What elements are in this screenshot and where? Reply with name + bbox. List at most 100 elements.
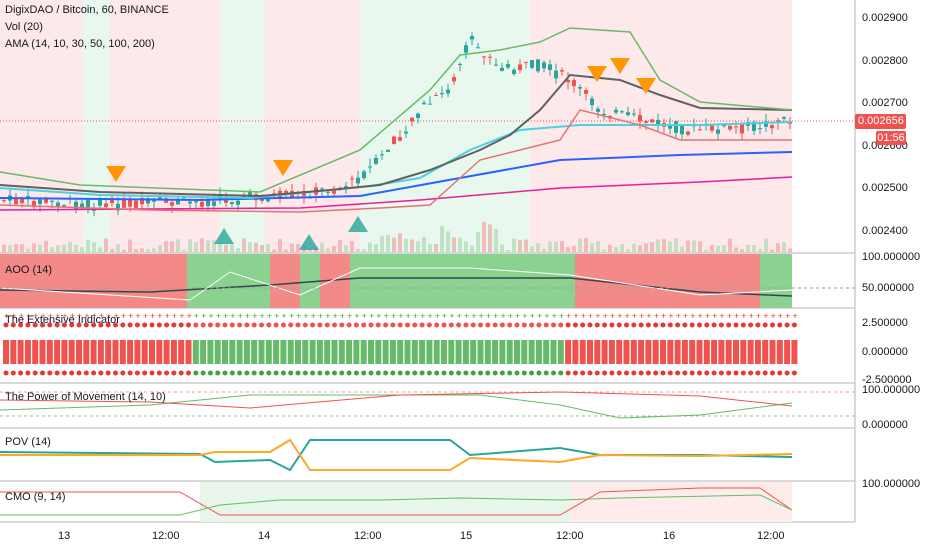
candle-body bbox=[116, 203, 120, 211]
extensive-marker: + bbox=[347, 311, 352, 321]
sell-triangle-icon bbox=[636, 78, 656, 94]
extensive-bar bbox=[623, 340, 630, 364]
candle-body bbox=[740, 123, 744, 134]
extensive-bar bbox=[90, 340, 97, 364]
extensive-marker: + bbox=[552, 311, 557, 321]
extensive-dot bbox=[587, 370, 593, 376]
extensive-dot bbox=[645, 370, 651, 376]
extensive-marker: + bbox=[289, 311, 294, 321]
extensive-marker: + bbox=[70, 311, 75, 321]
volume-bar bbox=[440, 225, 444, 252]
extensive-dot bbox=[69, 370, 75, 376]
extensive-bar bbox=[360, 340, 367, 364]
extensive-dot bbox=[229, 370, 235, 376]
extensive-dot bbox=[536, 370, 542, 376]
extensive-bar bbox=[645, 340, 652, 364]
candle-body bbox=[74, 201, 78, 210]
time-label: 14 bbox=[258, 530, 271, 542]
extensive-dot bbox=[91, 322, 97, 328]
volume-bar bbox=[668, 241, 672, 252]
bar-countdown-tag: 01:56 bbox=[876, 131, 906, 145]
extensive-marker: + bbox=[318, 311, 323, 321]
extensive-dot bbox=[456, 322, 462, 328]
candle-body bbox=[698, 129, 702, 131]
extensive-dot bbox=[324, 322, 330, 328]
extensive-marker: + bbox=[676, 311, 681, 321]
extensive-dot bbox=[499, 322, 505, 328]
extensive-bar bbox=[703, 340, 710, 364]
candle-body bbox=[146, 198, 150, 204]
extensive-marker: + bbox=[48, 311, 53, 321]
extensive-bar bbox=[681, 340, 688, 364]
extensive-marker: + bbox=[449, 311, 454, 321]
extensive-dot bbox=[186, 370, 191, 376]
extensive-dot bbox=[280, 370, 286, 376]
volume-bar bbox=[392, 237, 396, 252]
volume-bar bbox=[296, 244, 300, 252]
extensive-bar bbox=[455, 340, 462, 364]
extensive-marker: + bbox=[515, 311, 520, 321]
extensive-dot bbox=[186, 322, 191, 328]
extensive-marker: + bbox=[690, 311, 695, 321]
extensive-bar bbox=[192, 340, 199, 364]
extensive-dot bbox=[543, 370, 549, 376]
background-zone bbox=[265, 0, 360, 253]
candle-body bbox=[374, 157, 378, 164]
time-label: 12:00 bbox=[152, 530, 180, 542]
extensive-dot bbox=[784, 370, 790, 376]
extensive-dot bbox=[470, 322, 476, 328]
volume-bar bbox=[422, 236, 426, 252]
extensive-dot bbox=[478, 370, 483, 376]
volume-bar bbox=[158, 245, 162, 252]
volume-bar bbox=[698, 241, 702, 252]
volume-bar bbox=[38, 244, 42, 252]
extensive-dot bbox=[456, 370, 462, 376]
extensive-dot bbox=[113, 322, 118, 328]
extensive-bar bbox=[433, 340, 440, 364]
extensive-dot bbox=[178, 322, 184, 328]
volume-bar bbox=[734, 247, 738, 252]
volume-bar bbox=[572, 245, 576, 252]
volume-bar bbox=[416, 241, 420, 252]
extensive-marker: + bbox=[413, 311, 418, 321]
time-label: 12:00 bbox=[556, 530, 584, 542]
extensive-dot bbox=[32, 370, 38, 376]
extensive-dot bbox=[310, 322, 316, 328]
extensive-dot bbox=[594, 322, 600, 328]
volume-bar bbox=[710, 244, 714, 252]
candle-body bbox=[326, 191, 330, 193]
volume-bar bbox=[290, 243, 294, 252]
candle-body bbox=[782, 117, 786, 119]
extensive-dot bbox=[375, 370, 381, 376]
extensive-bar bbox=[762, 340, 769, 364]
volume-bar bbox=[332, 245, 336, 252]
extensive-dot bbox=[463, 370, 469, 376]
volume-bar bbox=[248, 242, 252, 252]
extensive-dot bbox=[207, 370, 213, 376]
candle-body bbox=[734, 126, 738, 128]
volume-bar bbox=[116, 244, 120, 252]
extensive-bar bbox=[353, 340, 360, 364]
candle-body bbox=[788, 122, 792, 124]
extensive-bar bbox=[543, 340, 550, 364]
extensive-dot bbox=[609, 322, 615, 328]
volume-bar bbox=[218, 242, 222, 252]
buy-triangle-icon bbox=[214, 228, 234, 244]
candle-body bbox=[584, 90, 588, 94]
extensive-bar bbox=[163, 340, 170, 364]
extensive-marker: + bbox=[427, 311, 432, 321]
extensive-dot bbox=[521, 322, 527, 328]
volume-bar bbox=[746, 244, 750, 252]
volume-bar bbox=[212, 240, 216, 252]
pov-pane-title: POV (14) bbox=[5, 436, 51, 448]
extensive-dot bbox=[251, 322, 257, 328]
extensive-marker: + bbox=[274, 311, 279, 321]
extensive-bar bbox=[68, 340, 75, 364]
extensive-dot bbox=[237, 370, 243, 376]
volume-bar bbox=[542, 248, 546, 252]
extensive-bar bbox=[149, 340, 155, 364]
volume-bar bbox=[560, 240, 564, 252]
extensive-dot bbox=[521, 370, 527, 376]
extensive-dot bbox=[565, 322, 571, 328]
